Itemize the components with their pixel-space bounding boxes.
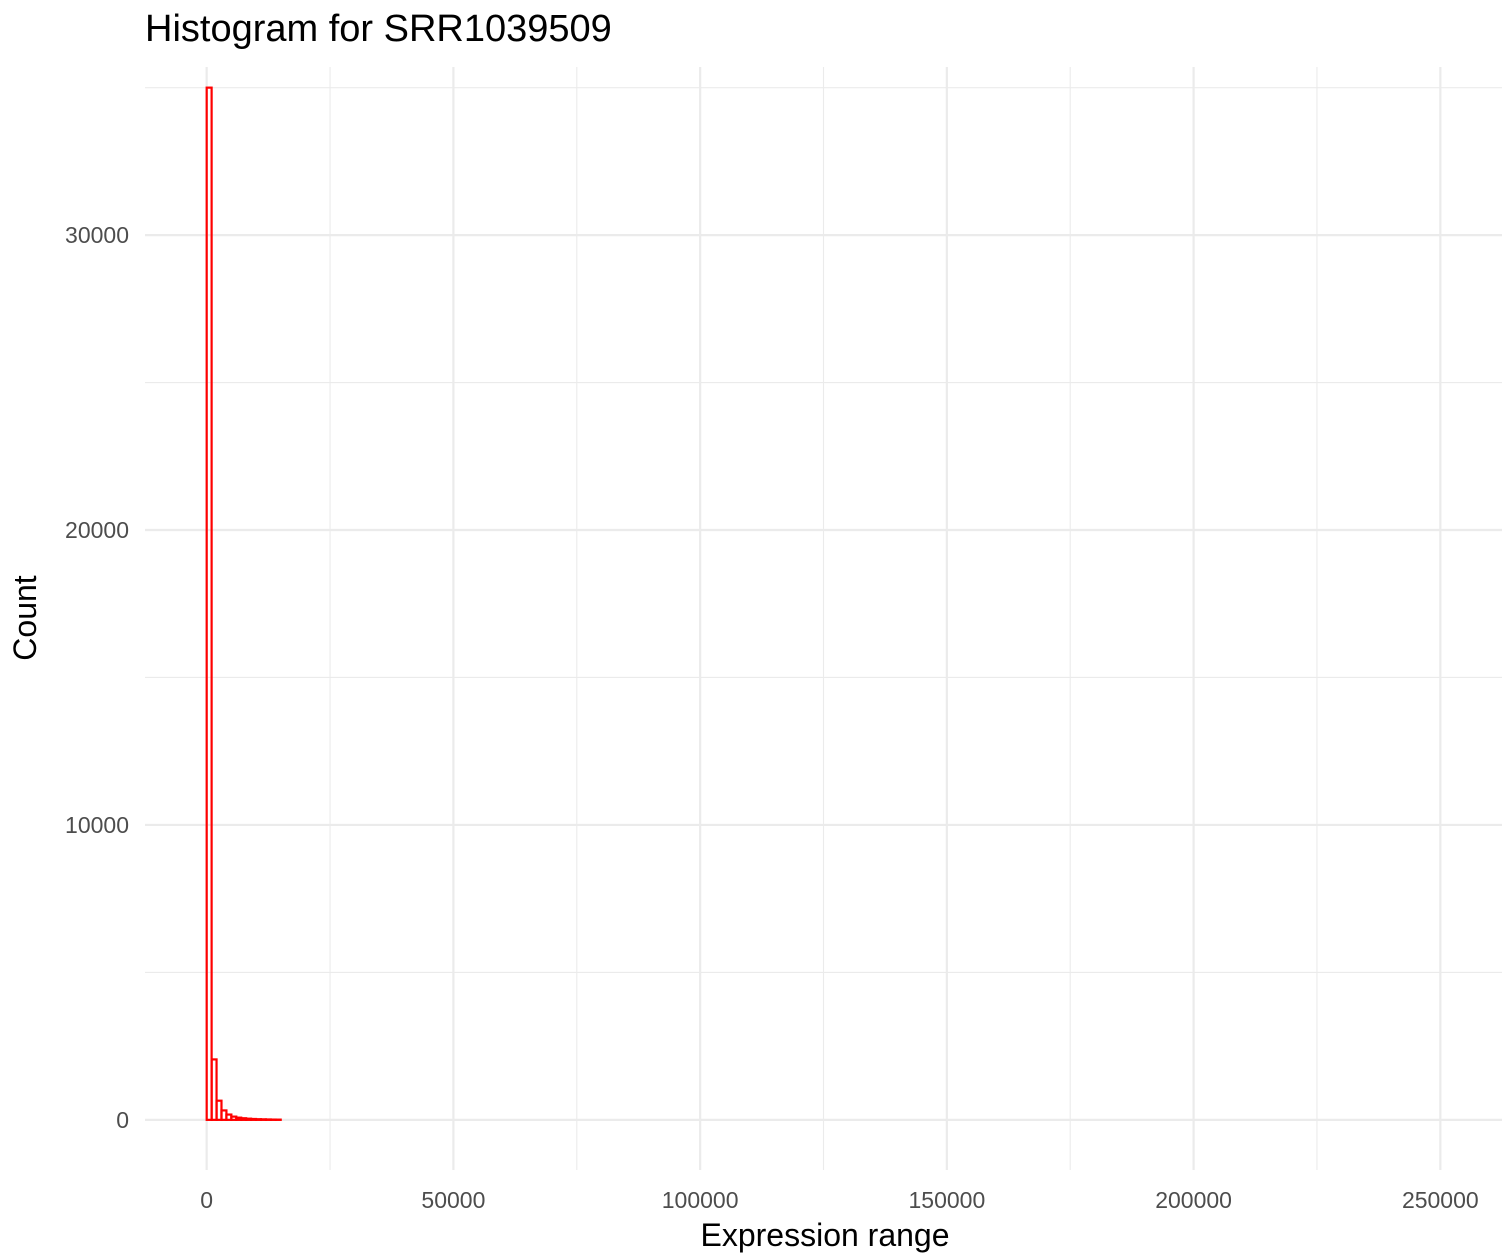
major-gridlines-y: [145, 234, 1502, 1121]
y-axis-title: Count: [7, 575, 43, 661]
x-tick-label: 0: [200, 1187, 213, 1213]
x-tick-label: 50000: [421, 1187, 485, 1213]
y-tick-label: 30000: [65, 222, 129, 248]
x-axis-title: Expression range: [700, 1217, 949, 1253]
y-axis-tick-labels: 0 10000 20000 30000: [65, 222, 129, 1133]
y-tick-label: 20000: [65, 517, 129, 543]
y-tick-label: 10000: [65, 812, 129, 838]
x-tick-label: 250000: [1402, 1187, 1479, 1213]
x-axis-tick-labels: 0 50000 100000 150000 200000 250000: [200, 1187, 1478, 1213]
histogram-bar: [205, 86, 213, 1121]
x-tick-label: 200000: [1155, 1187, 1232, 1213]
minor-gridlines-x: [329, 67, 1318, 1170]
chart-title: Histogram for SRR1039509: [145, 8, 612, 50]
x-tick-label: 150000: [908, 1187, 985, 1213]
y-tick-label: 0: [116, 1107, 129, 1133]
x-tick-label: 100000: [662, 1187, 739, 1213]
histogram-bar: [210, 1058, 218, 1121]
histogram-bars: [205, 86, 282, 1121]
